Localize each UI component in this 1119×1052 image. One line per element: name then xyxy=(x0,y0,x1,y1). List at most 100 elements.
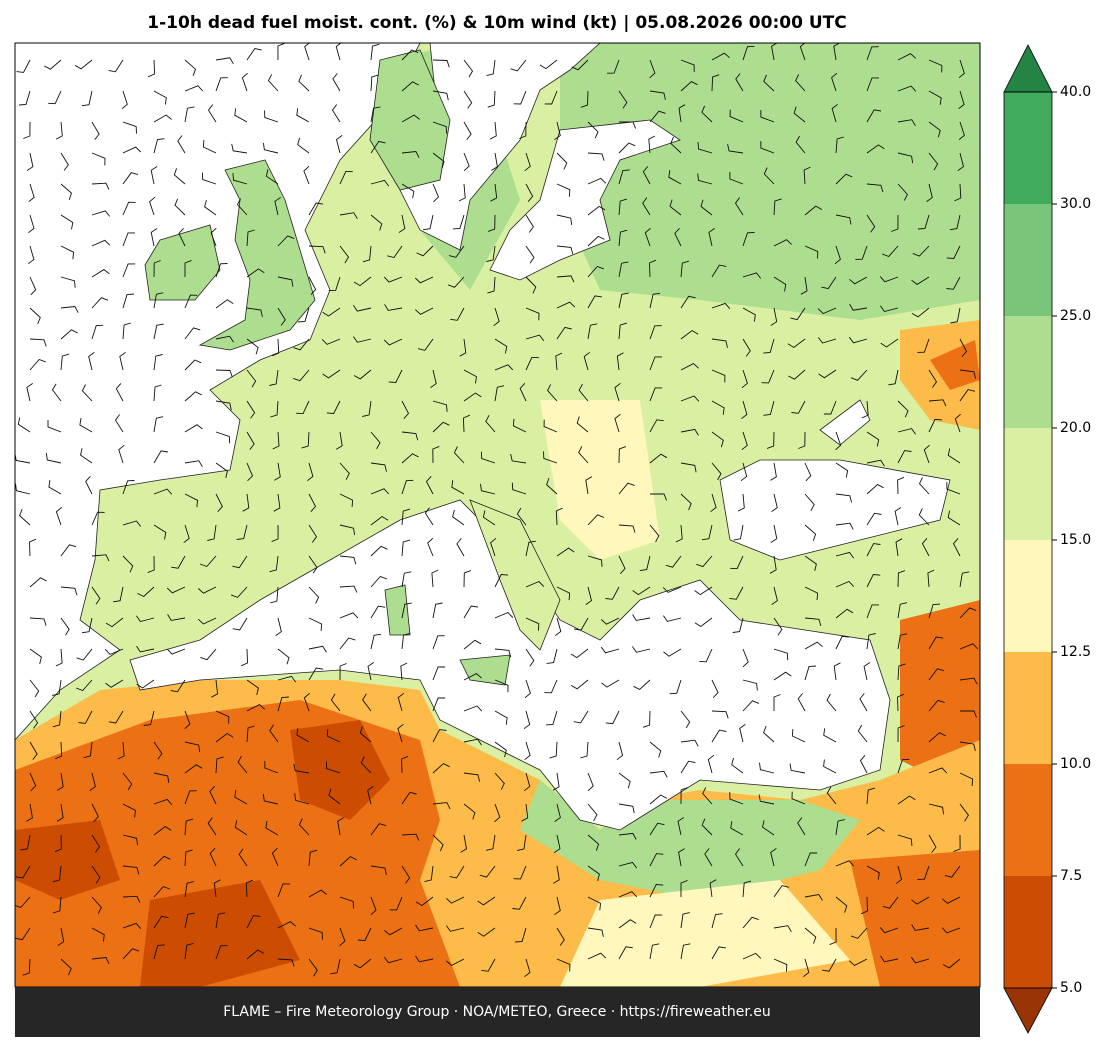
wind-barb xyxy=(29,358,46,371)
wind-barb xyxy=(452,509,465,526)
wind-barb xyxy=(230,586,248,598)
wind-barb xyxy=(122,834,139,846)
wind-barb xyxy=(401,49,419,61)
wind-barb xyxy=(60,183,73,200)
wind-barb xyxy=(200,648,217,661)
wind-barb xyxy=(952,538,961,557)
wind-barb xyxy=(308,889,327,898)
wind-barb xyxy=(556,245,574,255)
wind-barb xyxy=(463,803,476,820)
wind-barb xyxy=(60,958,72,976)
wind-barb xyxy=(804,524,817,541)
wind-barb xyxy=(519,382,527,402)
wind-barb xyxy=(122,803,136,818)
wind-barb xyxy=(322,369,341,379)
wind-barb xyxy=(556,326,572,340)
wind-barb xyxy=(770,462,777,481)
wind-barb xyxy=(55,121,63,140)
wind-barb xyxy=(510,59,527,72)
wind-barb xyxy=(587,555,603,567)
wind-barb xyxy=(215,299,234,309)
wind-barb xyxy=(680,760,696,774)
wind-barb xyxy=(384,304,403,311)
wind-barb xyxy=(370,106,381,123)
wind-barb xyxy=(494,803,501,823)
wind-barb xyxy=(485,414,496,433)
island xyxy=(384,584,411,636)
wind-barb xyxy=(556,958,571,972)
wind-barb xyxy=(818,369,837,379)
wind-barb xyxy=(153,741,163,760)
wind-barb xyxy=(556,275,575,283)
wind-barb xyxy=(817,307,837,315)
wind-barb xyxy=(926,183,933,202)
wind-barb xyxy=(711,913,723,929)
wind-barb xyxy=(308,617,323,632)
wind-barb xyxy=(823,728,837,743)
wind-barb xyxy=(184,881,195,898)
wind-barb xyxy=(81,384,93,402)
wind-barb xyxy=(835,462,849,478)
land xyxy=(369,49,451,191)
wind-barb xyxy=(941,927,961,934)
wind-barb xyxy=(891,214,899,232)
wind-barb xyxy=(700,199,713,216)
wind-barb xyxy=(362,245,372,263)
wind-barb xyxy=(415,896,434,907)
wind-barb xyxy=(587,177,607,185)
wind-barb xyxy=(524,741,531,761)
wind-barb xyxy=(848,336,868,344)
wind-barb xyxy=(758,794,775,805)
wind-barb xyxy=(669,679,682,695)
wind-barb xyxy=(246,369,257,388)
wind-barb xyxy=(521,803,529,822)
wind-barb xyxy=(859,755,868,774)
wind-barb xyxy=(618,142,636,154)
wind-barb xyxy=(277,307,286,326)
wind-barb xyxy=(91,511,105,526)
land-very-dry xyxy=(15,820,120,900)
wind-barb xyxy=(600,646,620,654)
wind-barb xyxy=(184,259,192,277)
wind-barb xyxy=(277,235,295,247)
wind-barb xyxy=(616,741,624,761)
wind-barb xyxy=(525,540,536,557)
wind-barb xyxy=(453,446,465,464)
sea xyxy=(489,119,681,281)
wind-barb xyxy=(618,482,635,495)
wind-barb xyxy=(91,324,104,340)
wind-barb xyxy=(678,848,685,867)
wind-barb xyxy=(525,334,545,341)
wind-barb xyxy=(711,338,728,348)
wind-barb xyxy=(866,512,882,526)
wind-barb xyxy=(398,214,406,233)
wind-barb xyxy=(487,214,496,232)
wind-barb xyxy=(308,645,327,653)
wind-barb xyxy=(797,817,806,836)
wind-barb xyxy=(701,818,713,836)
wind-barb xyxy=(525,214,534,233)
wind-barb xyxy=(388,369,403,383)
wind-barb xyxy=(649,419,664,433)
wind-barb xyxy=(122,895,141,903)
wind-barb xyxy=(238,848,248,867)
wind-barb xyxy=(83,741,93,759)
wind-barb xyxy=(122,121,137,134)
wind-barb xyxy=(490,537,497,557)
wind-barb xyxy=(763,400,775,416)
wind-barb xyxy=(677,817,685,836)
wind-barb xyxy=(944,865,961,878)
wind-barb xyxy=(60,214,74,230)
wind-barb xyxy=(897,183,908,201)
wind-barb xyxy=(866,787,876,805)
wind-barb xyxy=(539,59,558,70)
wind-barb xyxy=(210,227,217,247)
wind-barb xyxy=(303,692,310,712)
wind-barb xyxy=(446,958,465,967)
wind-barb xyxy=(618,524,636,533)
wind-barb xyxy=(308,493,317,512)
wind-barb xyxy=(136,679,155,689)
wind-barb xyxy=(47,419,62,433)
wind-barb xyxy=(571,59,589,71)
wind-barb xyxy=(401,151,420,158)
